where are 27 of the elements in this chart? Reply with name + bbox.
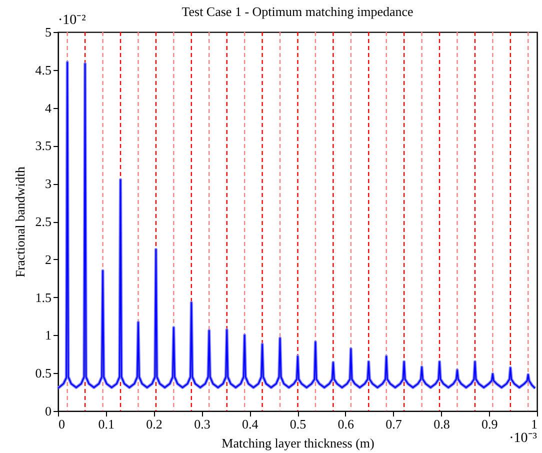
x-tick-label: 0.2 [146,416,162,432]
y-tick-label: 4 [45,100,52,116]
y-tick-label: 1.5 [35,290,52,305]
y-tick-label: 4.5 [35,62,52,78]
chart-title: Test Case 1 - Optimum matching impedance [182,4,414,19]
text: ·10⁻² [58,13,86,28]
y-tick-label: 0 [45,404,52,418]
x-tick-label: 0.9 [481,416,498,432]
y-tick-label: 3.5 [35,138,52,154]
x-tick-label: 1 [531,416,538,432]
x-tick-label: 0.1 [98,416,115,432]
y-tick-label: 2.5 [35,214,52,229]
y-tick-label: 3 [45,176,52,192]
y-tick-label: 2 [45,252,52,267]
text: ·10⁻³ [509,431,537,446]
x-tick-label: 0 [58,416,65,432]
x-tick-label: 0.3 [194,416,210,432]
y-tick-label: 5 [45,24,52,40]
x-tick-label: 0.8 [434,416,450,432]
y-tick-label: 1 [45,328,52,343]
x-tick-label: 0.4 [242,416,259,432]
x-tick-label: 0.5 [290,416,306,432]
y-axis-title: Fractional bandwidth [12,166,28,278]
x-tick-label: 0.7 [386,416,402,432]
y-tick-label: 0.5 [35,366,52,381]
x-tick-label: 0.6 [338,416,355,432]
x-axis-title: Matching layer thickness (m) [222,436,374,450]
